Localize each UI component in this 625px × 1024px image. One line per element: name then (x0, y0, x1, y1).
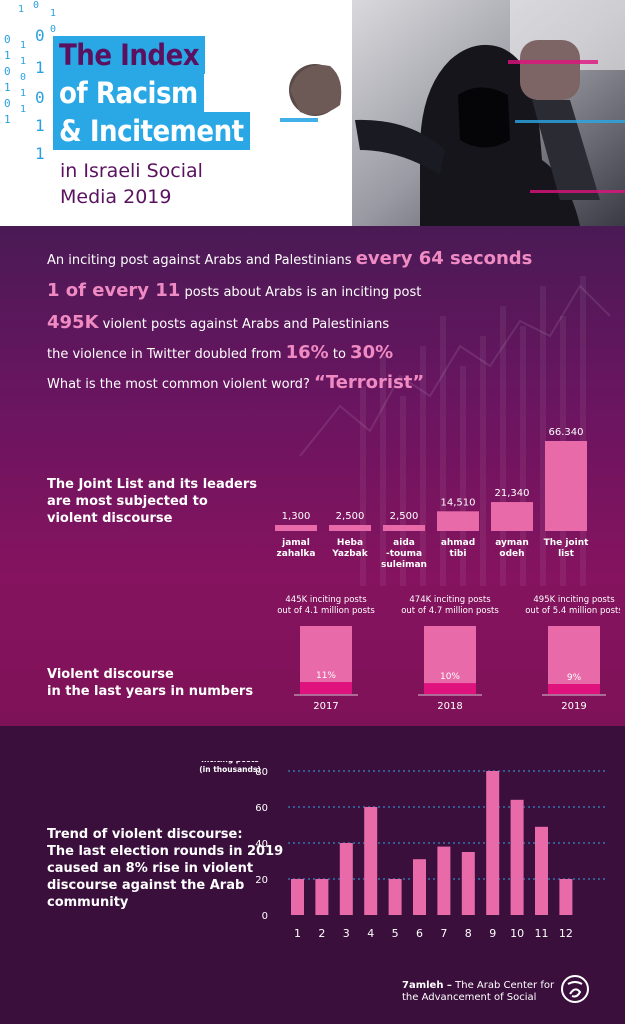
y-tick-label: 60 (255, 803, 268, 814)
trend-bar-1 (291, 879, 304, 915)
stat-every-64-seconds: An inciting post against Arabs and Pales… (47, 248, 533, 269)
subtitle: in Israeli Social Media 2019 (60, 160, 203, 208)
trend-bar-11 (535, 826, 548, 915)
trend-bar-4 (364, 807, 378, 915)
year-percent-label: 9% (567, 673, 582, 683)
y-axis-title: Inciting posts (201, 761, 259, 764)
x-tick-label: 3 (343, 927, 350, 940)
year-annotation: 474K inciting posts (409, 595, 491, 605)
year-label: 2019 (561, 701, 586, 712)
bar-value-label: 14,510 (441, 497, 476, 508)
stat-1-of-11: 1 of every 11 posts about Arabs is an in… (47, 280, 422, 301)
year-percent-label: 11% (316, 671, 336, 681)
trend-chart-title: Trend of violent discourse: The last ele… (47, 827, 284, 910)
year-inciting-bar (424, 683, 476, 694)
x-tick-label: 12 (559, 927, 573, 940)
bar-category-label: odeh (499, 549, 524, 559)
bar-3 (383, 525, 425, 531)
year-total-bar (424, 626, 476, 694)
bar-value-label: 2,500 (336, 511, 365, 522)
bar-4 (437, 511, 479, 531)
bar-value-label: 2,500 (390, 511, 419, 522)
stat-twitter-doubled: the violence in Twitter doubled from 16%… (47, 342, 394, 363)
year-label: 2017 (313, 701, 338, 712)
trend-section: Trend of violent discourse: The last ele… (0, 726, 625, 1024)
year-annotation: 445K inciting posts (285, 595, 367, 605)
years-chart-title: Violent discourse in the last years in n… (47, 667, 254, 699)
bar-5 (491, 502, 533, 531)
leaders-chart-title: The Joint List and its leaders are most … (47, 477, 258, 526)
trend-bar-chart: Inciting posts(in thousands)020406080123… (199, 761, 605, 940)
bar-category-label: jamal (281, 538, 310, 548)
x-tick-label: 8 (465, 927, 472, 940)
trend-bar-10 (510, 799, 524, 915)
year-inciting-bar (300, 682, 352, 694)
title-line-1: The Index (53, 36, 206, 74)
year-percent-label: 10% (440, 672, 460, 682)
y-tick-label: 80 (255, 767, 268, 778)
x-tick-label: 9 (489, 927, 496, 940)
y-tick-label: 40 (255, 839, 268, 850)
bar-category-label: zahalka (277, 549, 316, 559)
bar-value-label: 1,300 (282, 511, 311, 522)
x-tick-label: 6 (416, 927, 423, 940)
trend-bar-5 (388, 879, 402, 915)
bar-1 (275, 525, 317, 531)
year-total-bar (548, 626, 600, 694)
x-tick-label: 4 (367, 927, 374, 940)
bar-6 (545, 441, 587, 531)
bar-2 (329, 525, 371, 531)
bar-category-label: ayman (495, 538, 529, 548)
x-tick-label: 5 (392, 927, 399, 940)
x-tick-label: 7 (440, 927, 447, 940)
bar-category-label: suleiman (381, 560, 427, 570)
bar-category-label: Heba (337, 538, 363, 548)
bar-category-label: aida (393, 538, 415, 548)
main-title: The Index of Racism & Incitement (53, 36, 265, 154)
y-axis-title: (in thousands) (199, 765, 261, 774)
year-annotation: out of 4.1 million posts (277, 606, 375, 616)
trend-bar-3 (339, 843, 353, 915)
bar-category-label: -touma (386, 549, 422, 559)
bar-category-label: Yazbak (331, 549, 369, 559)
bar-value-label: 21,340 (495, 488, 530, 499)
title-line-3: & Incitement (53, 112, 250, 150)
binary-decoration: 0 1 0 1 0 1 1 1 1 0 1 1 0 0 1 0 1 1 1 0 (4, 0, 57, 163)
trend-bar-8 (461, 852, 475, 915)
title-line-2: of Racism (53, 74, 204, 112)
bar-category-label: The joint (544, 538, 590, 548)
trend-bar-12 (559, 879, 573, 915)
trend-bar-6 (413, 859, 426, 915)
year-annotation: out of 4.7 million posts (401, 606, 499, 616)
x-tick-label: 11 (535, 927, 549, 940)
year-inciting-bar (548, 684, 600, 694)
trend-bar-9 (486, 771, 500, 915)
x-tick-label: 10 (510, 927, 524, 940)
y-tick-label: 20 (255, 875, 268, 886)
year-label: 2018 (437, 701, 462, 712)
stat-495k: 495K violent posts against Arabs and Pal… (47, 312, 390, 333)
header: 0 1 0 1 0 1 1 1 1 0 1 1 0 0 1 0 1 1 1 0 … (0, 0, 625, 226)
x-tick-label: 2 (318, 927, 325, 940)
trend-bar-2 (315, 879, 329, 915)
year-annotation: out of 5.4 million posts (525, 606, 620, 616)
hooded-figure-image (280, 0, 625, 226)
bar-category-label: tibi (450, 549, 467, 559)
trend-bar-7 (437, 846, 451, 915)
stat-terrorist: What is the most common violent word? “T… (47, 372, 425, 393)
bar-category-label: ahmad (441, 538, 475, 548)
year-annotation: 495K inciting posts (533, 595, 615, 605)
7amleh-logo-icon (561, 975, 589, 1003)
x-tick-label: 1 (294, 927, 301, 940)
bar-category-label: list (558, 549, 575, 559)
stats-section: An inciting post against Arabs and Pales… (0, 226, 625, 726)
footer-credit: 7amleh – The Arab Center for the Advance… (402, 980, 555, 1003)
y-tick-label: 0 (262, 911, 268, 922)
bar-value-label: 66.340 (549, 427, 584, 438)
